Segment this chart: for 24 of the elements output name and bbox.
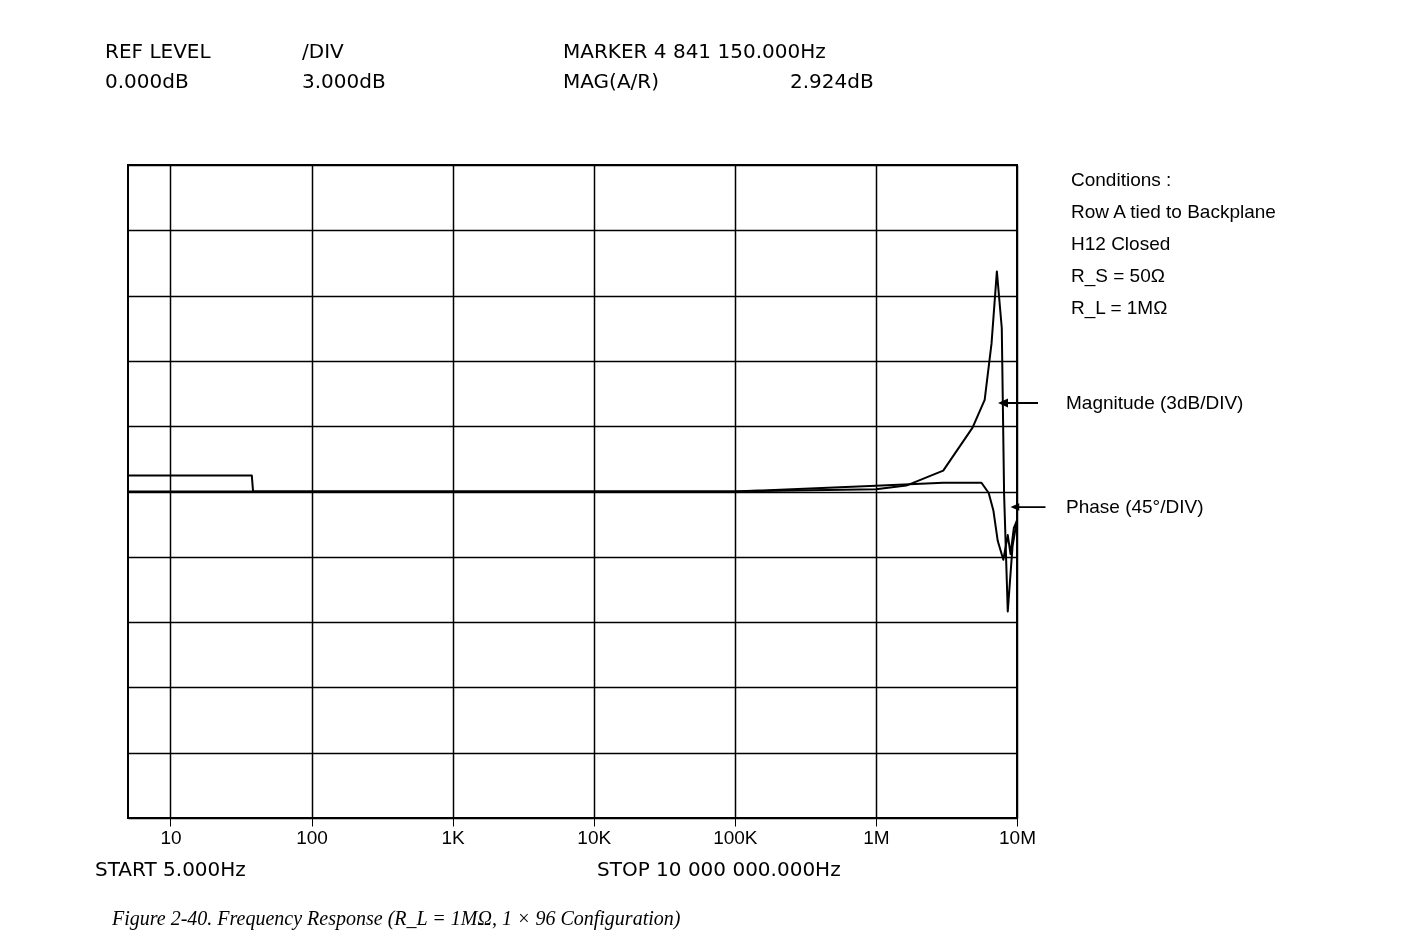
x-tick-label: 10M xyxy=(999,826,1036,848)
text: START 5.000Hz xyxy=(95,857,246,881)
text: Conditions : xyxy=(1071,169,1172,190)
text: 3.000dB xyxy=(302,69,386,93)
text: 0.000dB xyxy=(105,69,189,93)
text: MAG(A/R) xyxy=(563,69,660,93)
x-tick-label: 10K xyxy=(577,826,612,848)
text: /DIV xyxy=(302,39,345,63)
text: MARKER 4 841 150.000Hz xyxy=(563,39,826,63)
x-tick-label: 1K xyxy=(441,826,466,848)
x-tick-label: 100K xyxy=(713,826,758,848)
text: H12 Closed xyxy=(1071,233,1171,254)
text: R_S = 50Ω xyxy=(1071,265,1165,287)
x-tick-label: 10 xyxy=(160,826,182,848)
legend-label: Magnitude (3dB/DIV) xyxy=(1066,392,1244,413)
legend-label: Phase (45°/DIV) xyxy=(1066,496,1204,517)
text: REF LEVEL xyxy=(105,39,212,63)
text: 2.924dB xyxy=(790,69,874,93)
caption: Figure 2-40. Frequency Response (R_L = 1MΩ, 1 × 96 Configuration) xyxy=(111,907,681,930)
x-tick-label: 100 xyxy=(296,826,328,848)
text: Row A tied to Backplane xyxy=(1071,201,1276,222)
x-tick-label: 1M xyxy=(863,826,890,848)
text: R_L = 1MΩ xyxy=(1071,297,1168,319)
text: STOP 10 000 000.000Hz xyxy=(597,857,841,881)
